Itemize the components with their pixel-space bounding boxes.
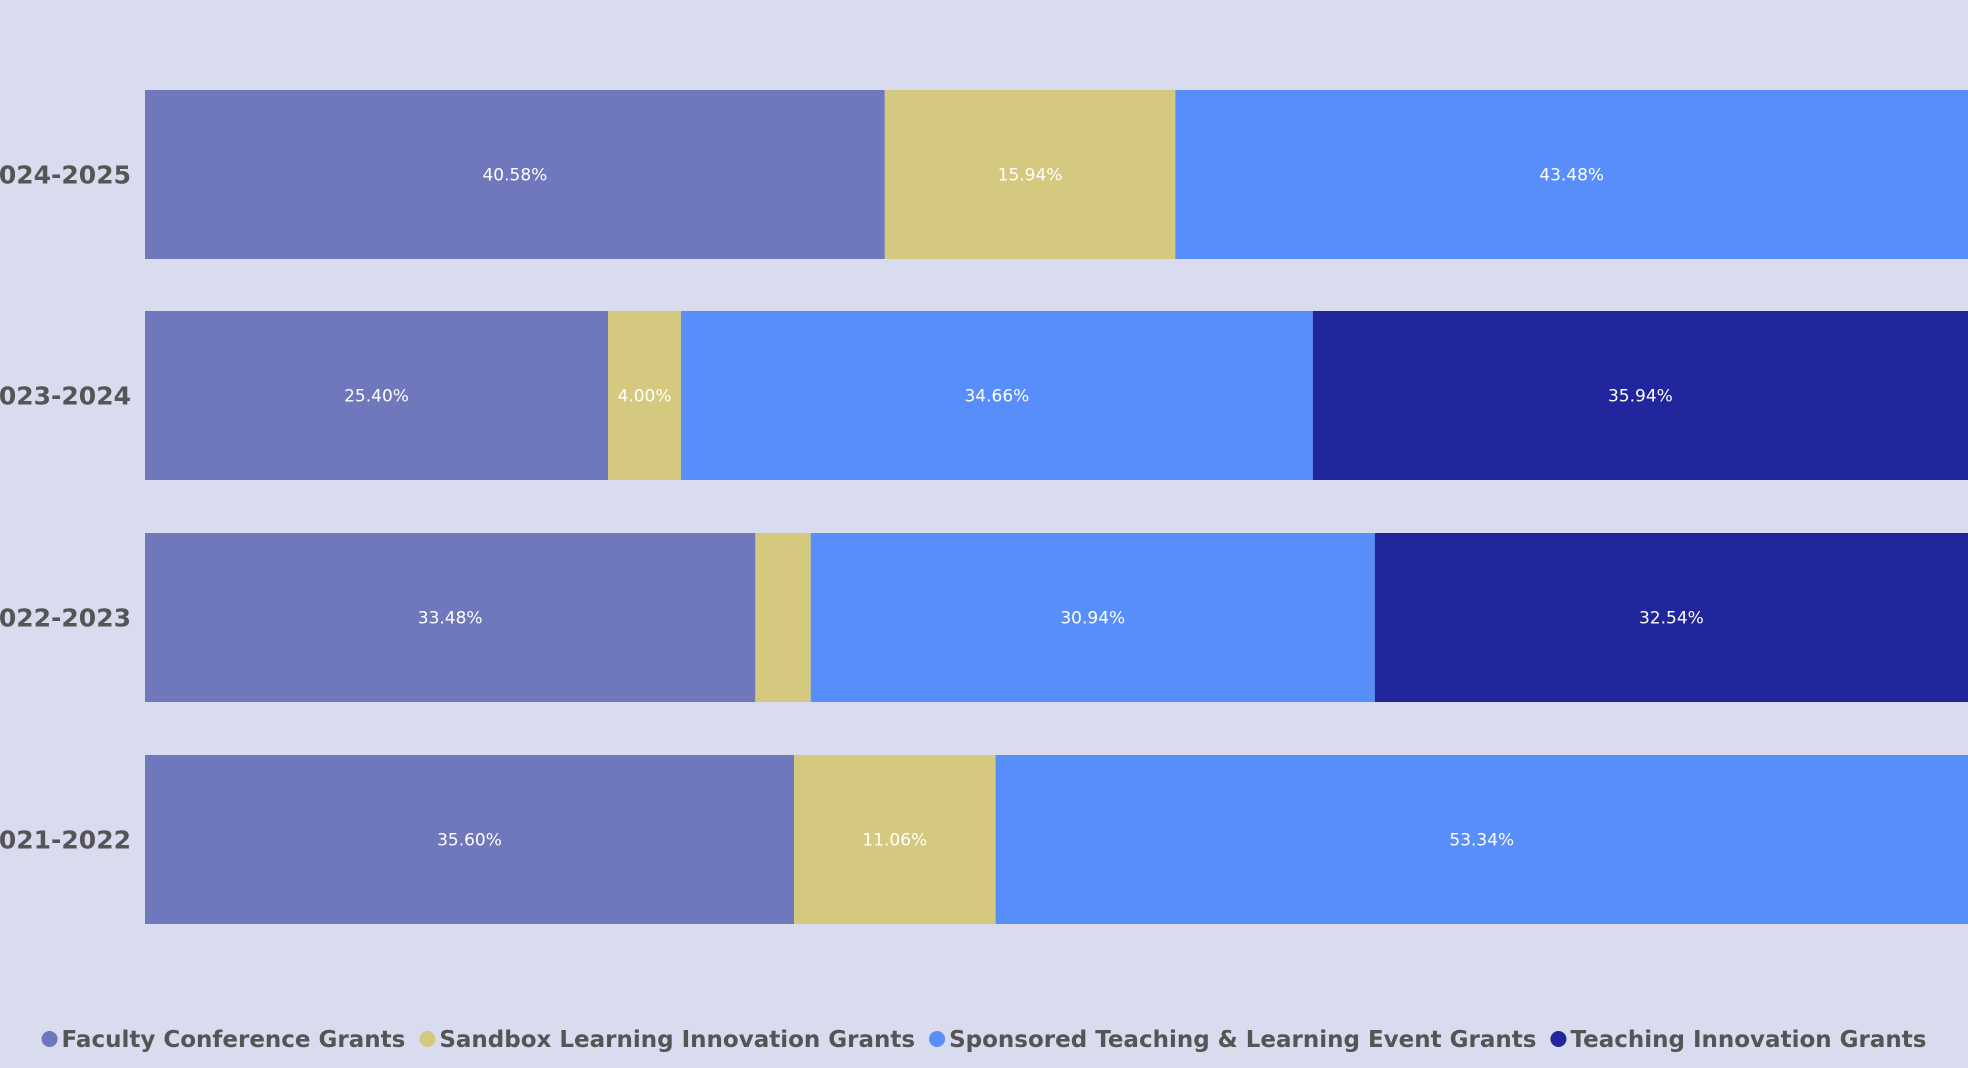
bar-segment-2023-2024-s3[interactable] <box>1312 311 1968 480</box>
bar-segment-2022-2023-s0[interactable] <box>145 533 756 702</box>
data-label-2022-2023-s2: 30.94% <box>1060 609 1125 629</box>
data-label-2023-2024-s2: 34.66% <box>964 387 1029 407</box>
category-label-2022-2023: 2022-2023 <box>0 604 131 633</box>
bar-segment-2021-2022-s2[interactable] <box>995 755 1968 924</box>
data-label-2023-2024-s3: 35.94% <box>1608 387 1673 407</box>
legend-marker-s0 <box>41 1031 58 1047</box>
category-label-2024-2025: 2024-2025 <box>0 161 131 190</box>
bar-segment-2022-2023-s3[interactable] <box>1374 533 1968 702</box>
legend: Faculty Conference Grants Sandbox Learnin… <box>41 1027 1926 1053</box>
legend-marker-s1 <box>419 1031 436 1047</box>
bar-segment-2022-2023-s2[interactable] <box>810 533 1375 702</box>
data-label-2021-2022-s0: 35.60% <box>437 831 502 851</box>
data-label-2024-2025-s2: 43.48% <box>1539 166 1604 186</box>
legend-label-s2[interactable]: Sponsored Teaching & Learning Event Gran… <box>949 1027 1536 1053</box>
bar-segment-2024-2025-s1[interactable] <box>884 90 1176 259</box>
category-label-2023-2024: 2023-2024 <box>0 382 131 411</box>
category-label-2021-2022: 2021-2022 <box>0 826 131 855</box>
bar-segment-2021-2022-s1[interactable] <box>793 755 996 924</box>
data-label-2022-2023-s3: 32.54% <box>1639 609 1704 629</box>
bar-segment-2023-2024-s0[interactable] <box>145 311 609 480</box>
bar-segment-2023-2024-s2[interactable] <box>680 311 1313 480</box>
data-label-2024-2025-s0: 40.58% <box>482 166 547 186</box>
legend-label-s0[interactable]: Faculty Conference Grants <box>62 1027 406 1053</box>
legend-marker-s3 <box>1550 1031 1567 1047</box>
data-label-2023-2024-s0: 25.40% <box>344 387 409 407</box>
bar-segment-2022-2023-s1[interactable] <box>755 533 811 702</box>
legend-label-s3[interactable]: Teaching Innovation Grants <box>1570 1027 1926 1053</box>
data-label-2021-2022-s2: 53.34% <box>1449 831 1514 851</box>
data-label-2023-2024-s1: 4.00% <box>617 387 671 407</box>
legend-marker-s2 <box>929 1031 946 1047</box>
bar-segment-2023-2024-s1[interactable] <box>608 311 681 480</box>
data-label-2022-2023-s0: 33.48% <box>418 609 483 629</box>
legend-label-s1[interactable]: Sandbox Learning Innovation Grants <box>439 1027 915 1053</box>
bar-segment-2024-2025-s2[interactable] <box>1175 90 1968 259</box>
data-label-2021-2022-s1: 11.06% <box>862 831 927 851</box>
data-label-2024-2025-s1: 15.94% <box>998 166 1063 186</box>
bar-segment-2024-2025-s0[interactable] <box>145 90 885 259</box>
bar-segment-2021-2022-s0[interactable] <box>145 755 794 924</box>
